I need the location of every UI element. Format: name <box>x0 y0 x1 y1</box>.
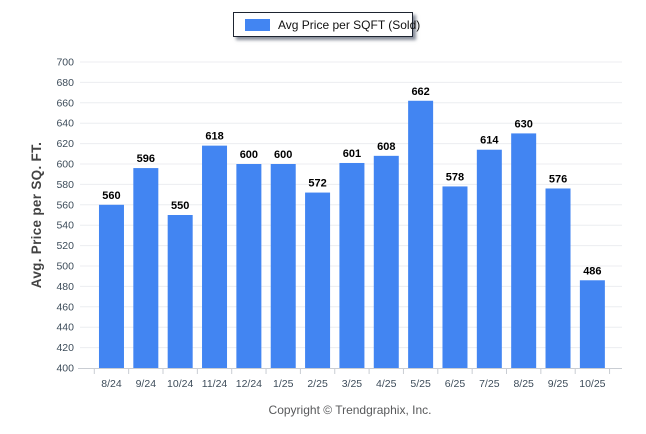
x-tick-label: 10/24 <box>167 378 193 390</box>
x-tick-label: 7/25 <box>479 378 500 390</box>
bar <box>202 145 228 368</box>
legend-swatch-icon <box>245 18 270 31</box>
bar <box>133 168 159 368</box>
x-tick-label: 9/24 <box>136 378 157 390</box>
x-tick-label: 8/25 <box>513 378 534 390</box>
bar-value-label: 572 <box>308 178 326 190</box>
x-tick-label: 11/24 <box>202 378 228 390</box>
x-tick-label: 1/25 <box>273 378 294 390</box>
bar-value-label: 600 <box>240 149 258 161</box>
x-tick-label: 12/24 <box>236 378 262 390</box>
legend: Avg Price per SQFT (Sold) <box>233 12 420 37</box>
y-tick-label: 580 <box>56 179 74 191</box>
x-tick-label: 2/25 <box>307 378 328 390</box>
bar <box>305 192 331 368</box>
y-tick-label: 660 <box>56 97 74 109</box>
y-tick-label: 540 <box>56 220 74 232</box>
bar <box>511 133 537 368</box>
y-tick-label: 640 <box>56 118 74 130</box>
bar-value-label: 600 <box>274 149 292 161</box>
y-tick-label: 560 <box>56 199 74 211</box>
x-tick-label: 8/24 <box>101 378 122 390</box>
y-tick-label: 480 <box>56 281 74 293</box>
copyright-text: Copyright © Trendgraphix, Inc. <box>268 403 432 417</box>
bar <box>442 186 468 368</box>
y-tick-label: 680 <box>56 77 74 89</box>
bar <box>545 188 571 368</box>
bar-value-label: 662 <box>411 86 429 98</box>
legend-label: Avg Price per SQFT (Sold) <box>278 17 421 32</box>
bar <box>373 155 399 368</box>
bar-value-label: 550 <box>171 200 189 212</box>
bar-value-label: 578 <box>446 171 464 183</box>
bar <box>408 100 434 368</box>
x-tick-label: 3/25 <box>342 378 363 390</box>
x-tick-label: 9/25 <box>548 378 569 390</box>
y-tick-label: 700 <box>56 57 74 69</box>
y-tick-label: 420 <box>56 342 74 354</box>
bar <box>339 162 365 368</box>
y-tick-label: 400 <box>56 363 74 375</box>
bar-value-label: 630 <box>514 118 532 130</box>
y-tick-label: 520 <box>56 240 74 252</box>
bar-value-label: 576 <box>549 173 567 185</box>
bar-value-label: 596 <box>137 153 155 165</box>
y-tick-label: 600 <box>56 159 74 171</box>
bar <box>579 280 605 368</box>
bar-value-label: 614 <box>480 135 499 147</box>
bar-value-label: 618 <box>205 131 223 143</box>
bar <box>236 164 262 368</box>
x-tick-label: 4/25 <box>376 378 397 390</box>
x-tick-label: 5/25 <box>410 378 431 390</box>
bar-value-label: 560 <box>102 190 120 202</box>
bar <box>98 204 124 368</box>
bar-value-label: 601 <box>343 148 361 160</box>
bar-value-label: 608 <box>377 141 395 153</box>
bar <box>476 149 502 368</box>
y-tick-label: 620 <box>56 138 74 150</box>
y-tick-label: 500 <box>56 261 74 273</box>
bar <box>270 164 296 368</box>
bar <box>167 215 193 368</box>
x-tick-label: 6/25 <box>445 378 466 390</box>
bar-value-label: 486 <box>583 265 601 277</box>
y-tick-label: 440 <box>56 322 74 334</box>
y-tick-label: 460 <box>56 301 74 313</box>
x-tick-label: 10/25 <box>579 378 605 390</box>
